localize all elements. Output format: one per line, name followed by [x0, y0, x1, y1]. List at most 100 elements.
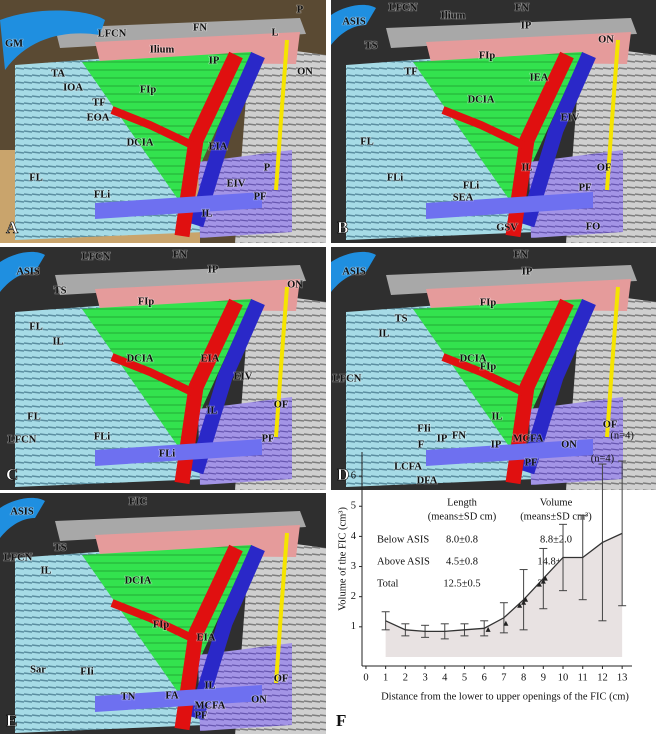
gluteus [0, 10, 105, 71]
line [385, 532, 623, 632]
table-header-unit: (means±SD cm) [428, 511, 497, 522]
anatomy-label: P [264, 162, 271, 173]
anatomy-label: FN [173, 249, 187, 260]
nerve [274, 532, 289, 684]
x-tick-label: 8 [521, 672, 526, 683]
anatomy-label: EIA [209, 141, 228, 152]
anatomy-label: FN [193, 22, 207, 33]
x-tick-label: 5 [462, 672, 467, 683]
anatomy-label: FIp [480, 361, 497, 372]
iliac-plate [55, 18, 306, 48]
panel-letter: F [336, 711, 346, 730]
table-header: Length [447, 497, 477, 508]
anatomy-label: TS [54, 542, 67, 553]
anatomy-label: PF [579, 182, 592, 193]
marker [485, 626, 491, 632]
anatomy-label: FLi [94, 189, 110, 200]
x-tick-label: 11 [578, 672, 588, 683]
fascia-iliaca [82, 545, 252, 698]
anatomy-label: LFCN [82, 251, 111, 262]
anatomy-label: EOA [87, 112, 110, 123]
anatomy-label: PF [195, 710, 208, 721]
anatomy-label: IL [52, 336, 63, 347]
anatomy-label: EIV [561, 112, 580, 123]
anatomy-label: IL [40, 565, 51, 576]
anatomy-label: F [418, 439, 424, 450]
anatomy-label: IL [206, 405, 217, 416]
x-tick-label: 6 [482, 672, 487, 683]
artery-branch [110, 106, 194, 149]
anatomy-label: LFCN [8, 434, 37, 445]
anatomy-label: ON [561, 439, 577, 450]
lateral-muscle [346, 305, 536, 487]
iliac-plate [55, 265, 306, 295]
iliac-plate [386, 265, 637, 295]
annotation: (n=4) [610, 430, 634, 441]
marker [517, 602, 523, 608]
x-tick-label: 10 [558, 672, 569, 683]
anatomy-label: MCFA [195, 700, 226, 711]
anatomy-label: FL [360, 136, 373, 147]
lateral-muscle [346, 58, 536, 240]
anatomy-label: FIi [80, 666, 94, 677]
anatomy-label: ON [287, 279, 303, 290]
anatomy-label: IL [201, 208, 212, 219]
anatomy-label: FL [29, 321, 42, 332]
anatomy-label: IEA [530, 72, 549, 83]
anatomy-label: FLi [159, 448, 175, 459]
panel-letter: C [6, 465, 18, 484]
marker [542, 575, 548, 581]
anatomy-label: FN [452, 430, 466, 441]
anatomy-label: ASIS [342, 266, 366, 277]
anatomy-panel: ASIS FIC LFCN TS IL DCIA FIp Sar EIA FIi IL TN FA MCF… [0, 493, 326, 734]
anatomy-label: ON [598, 34, 614, 45]
anatomy-label: OF [274, 399, 289, 410]
anatomy-label: IL [204, 680, 215, 691]
anatomy-label: FLi [94, 431, 110, 442]
marker [521, 599, 527, 605]
anatomy-label: IP [521, 20, 532, 31]
table-cell: Above ASIS [377, 556, 430, 567]
x-tick-label: 13 [617, 672, 628, 683]
anatomy-label: FIp [140, 84, 157, 95]
gluteus [0, 251, 45, 292]
gluteus [331, 4, 376, 45]
anatomy-label: FIp [153, 619, 170, 630]
anatomy-label: OF [274, 673, 289, 684]
anatomy-label: MCFA [513, 433, 544, 444]
anatomy-label: TS [395, 313, 408, 324]
anatomy-label: DCIA [125, 575, 152, 586]
anatomy-label: FA [165, 690, 179, 701]
ligament [426, 192, 593, 219]
nerve [605, 286, 620, 438]
anatomy-label: P [297, 4, 304, 15]
anatomy-label: Sar [30, 664, 46, 675]
lateral-muscle [15, 58, 205, 240]
anatomy-label: GSV [496, 222, 518, 233]
anatomy-label: DCIA [460, 353, 487, 364]
anatomy-label: OF [597, 162, 612, 173]
anatomy-label: EIV [234, 371, 253, 382]
y-axis-label: Volume of the FIC (cm³) [337, 507, 348, 611]
anatomy-label: IP [208, 264, 219, 275]
x-tick-label: 2 [403, 672, 408, 683]
marker [536, 581, 542, 587]
artery-branch [441, 353, 525, 396]
x-tick-label: 0 [363, 672, 368, 683]
anatomy-label: LFCN [98, 28, 127, 39]
marker [540, 578, 546, 584]
anatomy-label: IL [491, 411, 502, 422]
y-tick-label: 1 [351, 621, 356, 632]
anatomy-label: ON [297, 66, 313, 77]
x-tick-label: 1 [383, 672, 388, 683]
anatomy-panel: ASIS LFCN FN IP ON TS FL IL FIp DCIA EIA EIV FL LFCN F… [0, 247, 326, 490]
gluteus [0, 497, 45, 538]
anatomy-label: IL [521, 162, 532, 173]
panel-letter: E [6, 711, 17, 730]
anatomy-label: ASIS [16, 266, 40, 277]
anatomy-label: ASIS [342, 16, 366, 27]
vein [519, 51, 596, 228]
anatomy-label: Ilium [441, 10, 466, 21]
